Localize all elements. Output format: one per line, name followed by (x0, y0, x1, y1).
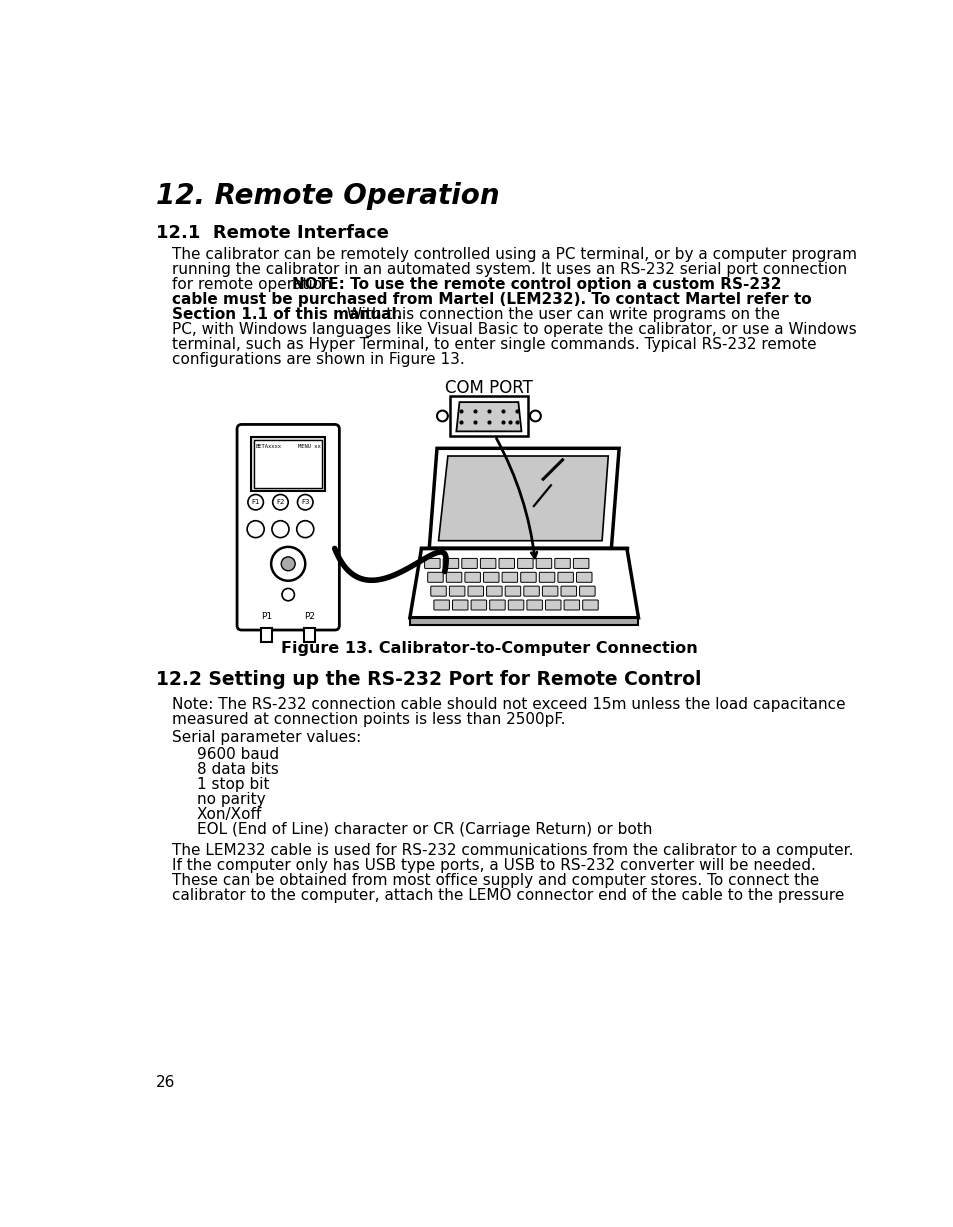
FancyBboxPatch shape (236, 425, 339, 629)
FancyBboxPatch shape (489, 600, 505, 610)
Text: Xon/Xoff: Xon/Xoff (196, 806, 262, 822)
Text: F3: F3 (301, 499, 309, 506)
Text: MENU xx: MENU xx (297, 444, 320, 449)
FancyBboxPatch shape (558, 572, 573, 583)
Text: 1 stop bit: 1 stop bit (196, 777, 269, 791)
Polygon shape (410, 548, 638, 617)
FancyBboxPatch shape (483, 572, 498, 583)
FancyBboxPatch shape (508, 600, 523, 610)
Polygon shape (438, 456, 608, 541)
FancyBboxPatch shape (582, 600, 598, 610)
FancyBboxPatch shape (545, 600, 560, 610)
FancyBboxPatch shape (427, 572, 443, 583)
Text: 12.2 Setting up the RS-232 Port for Remote Control: 12.2 Setting up the RS-232 Port for Remo… (155, 670, 700, 690)
Text: 26: 26 (155, 1075, 174, 1090)
Circle shape (281, 557, 294, 571)
FancyBboxPatch shape (261, 628, 272, 643)
FancyBboxPatch shape (424, 558, 439, 568)
Circle shape (530, 411, 540, 421)
Text: EOL (End of Line) character or CR (Carriage Return) or both: EOL (End of Line) character or CR (Carri… (196, 822, 652, 837)
FancyBboxPatch shape (450, 396, 527, 436)
FancyBboxPatch shape (505, 587, 520, 596)
FancyBboxPatch shape (452, 600, 468, 610)
FancyBboxPatch shape (461, 558, 476, 568)
Circle shape (248, 494, 263, 510)
Text: no parity: no parity (196, 791, 265, 806)
Text: Note: The RS-232 connection cable should not exceed 15m unless the load capacita: Note: The RS-232 connection cable should… (172, 697, 844, 712)
Text: P1: P1 (261, 611, 272, 621)
FancyBboxPatch shape (498, 558, 514, 568)
Text: for remote operation.: for remote operation. (172, 277, 346, 292)
FancyBboxPatch shape (431, 587, 446, 596)
FancyBboxPatch shape (253, 439, 322, 487)
Text: BETAxxxx: BETAxxxx (255, 444, 281, 449)
Text: F2: F2 (276, 499, 284, 506)
FancyBboxPatch shape (303, 628, 314, 643)
FancyBboxPatch shape (576, 572, 592, 583)
FancyBboxPatch shape (251, 437, 325, 491)
Polygon shape (456, 402, 521, 432)
FancyBboxPatch shape (449, 587, 464, 596)
FancyBboxPatch shape (501, 572, 517, 583)
FancyBboxPatch shape (468, 587, 483, 596)
Circle shape (247, 520, 264, 537)
Text: measured at connection points is less than 2500pF.: measured at connection points is less th… (172, 712, 565, 728)
FancyBboxPatch shape (579, 587, 595, 596)
FancyBboxPatch shape (563, 600, 579, 610)
Text: NOTE: To use the remote control option a custom RS-232: NOTE: To use the remote control option a… (292, 277, 781, 292)
FancyBboxPatch shape (464, 572, 480, 583)
Text: The LEM232 cable is used for RS-232 communications from the calibrator to a comp: The LEM232 cable is used for RS-232 comm… (172, 843, 853, 858)
FancyBboxPatch shape (443, 558, 458, 568)
Text: running the calibrator in an automated system. It uses an RS-232 serial port con: running the calibrator in an automated s… (172, 263, 846, 277)
Text: 12. Remote Operation: 12. Remote Operation (155, 182, 498, 210)
Text: cable must be purchased from Martel (LEM232). To contact Martel refer to: cable must be purchased from Martel (LEM… (172, 292, 811, 308)
FancyBboxPatch shape (542, 587, 558, 596)
Text: These can be obtained from most office supply and computer stores. To connect th: These can be obtained from most office s… (172, 872, 819, 888)
Text: PC, with Windows languages like Visual Basic to operate the calibrator, or use a: PC, with Windows languages like Visual B… (172, 323, 856, 337)
FancyBboxPatch shape (560, 587, 576, 596)
FancyBboxPatch shape (573, 558, 588, 568)
FancyBboxPatch shape (486, 587, 501, 596)
FancyBboxPatch shape (446, 572, 461, 583)
Circle shape (271, 547, 305, 580)
FancyBboxPatch shape (434, 600, 449, 610)
Text: Figure 13. Calibrator-to-Computer Connection: Figure 13. Calibrator-to-Computer Connec… (280, 640, 697, 655)
Text: Serial parameter values:: Serial parameter values: (172, 730, 361, 745)
FancyBboxPatch shape (520, 572, 536, 583)
Circle shape (272, 520, 289, 537)
Text: COM PORT: COM PORT (444, 379, 533, 398)
FancyBboxPatch shape (480, 558, 496, 568)
Circle shape (282, 589, 294, 601)
FancyBboxPatch shape (517, 558, 533, 568)
Text: 9600 baud: 9600 baud (196, 747, 278, 762)
Text: The calibrator can be remotely controlled using a PC terminal, or by a computer : The calibrator can be remotely controlle… (172, 248, 856, 263)
Circle shape (296, 520, 314, 537)
FancyBboxPatch shape (471, 600, 486, 610)
Polygon shape (429, 448, 618, 548)
Circle shape (273, 494, 288, 510)
Text: configurations are shown in Figure 13.: configurations are shown in Figure 13. (172, 352, 464, 367)
FancyBboxPatch shape (526, 600, 542, 610)
Text: calibrator to the computer, attach the LEMO connector end of the cable to the pr: calibrator to the computer, attach the L… (172, 888, 843, 903)
Text: 8 data bits: 8 data bits (196, 762, 278, 777)
FancyBboxPatch shape (410, 617, 638, 626)
Circle shape (297, 494, 313, 510)
FancyBboxPatch shape (538, 572, 555, 583)
Text: Section 1.1 of this manual.: Section 1.1 of this manual. (172, 308, 402, 323)
Text: 12.1  Remote Interface: 12.1 Remote Interface (155, 225, 388, 242)
Text: terminal, such as Hyper Terminal, to enter single commands. Typical RS-232 remot: terminal, such as Hyper Terminal, to ent… (172, 337, 816, 352)
Text: F1: F1 (252, 499, 259, 506)
FancyBboxPatch shape (523, 587, 538, 596)
Text: P2: P2 (304, 611, 315, 621)
Text: If the computer only has USB type ports, a USB to RS-232 converter will be neede: If the computer only has USB type ports,… (172, 858, 815, 872)
FancyBboxPatch shape (536, 558, 551, 568)
Text: With this connection the user can write programs on the: With this connection the user can write … (342, 308, 780, 323)
FancyBboxPatch shape (555, 558, 570, 568)
Circle shape (436, 411, 447, 421)
